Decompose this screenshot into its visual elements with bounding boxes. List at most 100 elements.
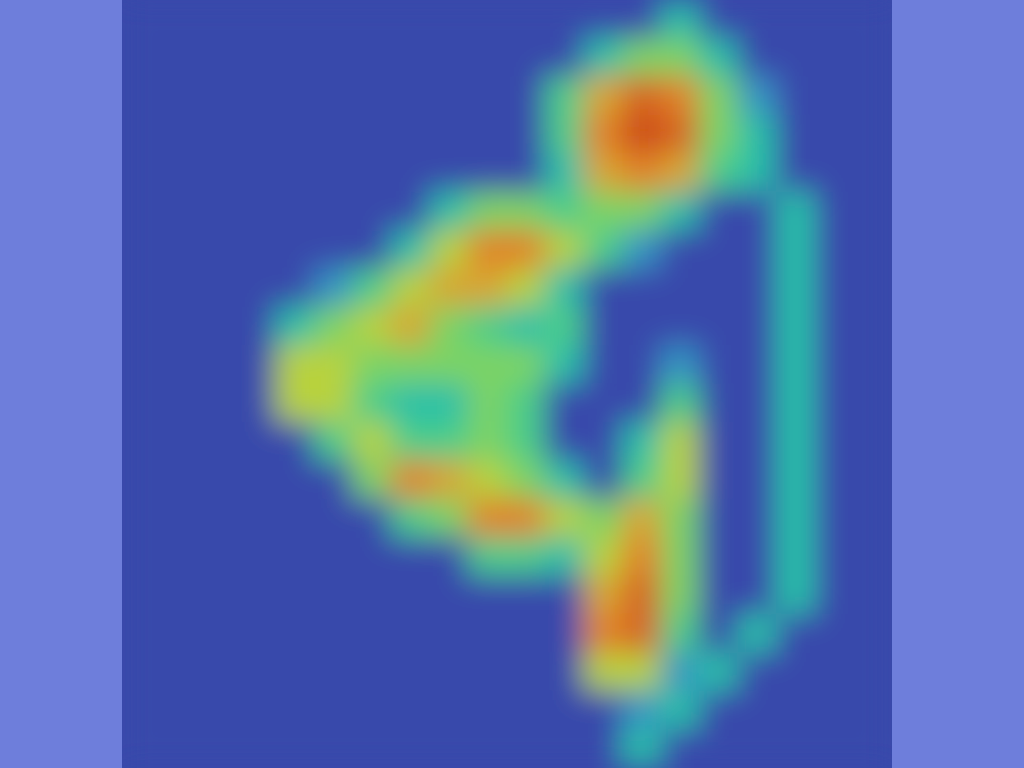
heat-cell [738,614,778,653]
heat-cell [776,153,816,192]
heat-cell [622,384,662,423]
heat-cell [699,652,739,691]
heat-cell [430,153,470,192]
heat-cell [738,115,778,154]
heat-cell [160,729,200,768]
heat-cell [314,499,354,538]
heat-cell [122,499,161,538]
heat-cell [545,576,585,615]
heat-cell [160,652,200,691]
heat-cell [391,614,431,653]
heat-cell [122,115,161,154]
heat-cell [199,0,239,39]
heat-cell [237,76,277,115]
heat-cell [853,38,892,77]
heat-cell [237,0,277,39]
heat-cell [545,76,585,115]
heat-cell [661,576,701,615]
heat-cell [776,38,816,77]
heat-cell [314,614,354,653]
heat-cell [622,115,662,154]
heat-cell [699,345,739,384]
heat-cell [122,384,161,423]
heat-cell [468,652,508,691]
heat-cell [468,0,508,39]
heat-cell [276,691,316,730]
heat-cell [237,499,277,538]
heat-cell [545,38,585,77]
heat-cell [738,230,778,269]
heat-cell [738,268,778,307]
heat-cell [468,115,508,154]
heat-cell [391,460,431,499]
heat-cell [122,691,161,730]
heat-cell [661,345,701,384]
heat-cell [353,614,393,653]
heat-cell [391,307,431,346]
heat-cell [545,192,585,231]
heat-cell [468,76,508,115]
heat-cell [584,691,624,730]
heat-cell [622,652,662,691]
heat-cell [353,345,393,384]
heat-cell [199,729,239,768]
heat-cell [199,307,239,346]
heat-cell [276,115,316,154]
heat-cell [776,691,816,730]
heat-cell [353,153,393,192]
heat-cell [314,230,354,269]
heat-cell [199,153,239,192]
heat-cell [815,0,855,39]
heat-cell [160,691,200,730]
heat-cell [776,652,816,691]
heat-cell [507,38,547,77]
heat-cell [776,614,816,653]
heat-cell [391,384,431,423]
heat-cell [391,729,431,768]
heat-cell [353,115,393,154]
heat-cell [661,76,701,115]
heatmap-chart [0,0,1024,768]
heat-cell [353,537,393,576]
heat-cell [776,460,816,499]
heat-cell [776,576,816,615]
heat-cell [545,729,585,768]
heat-cell [699,115,739,154]
heat-cell [545,307,585,346]
heat-cell [430,230,470,269]
heat-cell [391,652,431,691]
heat-cell [853,0,892,39]
heat-cell [815,153,855,192]
heat-cell [738,576,778,615]
heat-cell [353,268,393,307]
heat-cell [699,537,739,576]
heat-cell [815,460,855,499]
heat-cell [160,38,200,77]
heat-cell [353,230,393,269]
heat-cell [738,38,778,77]
heat-cell [391,576,431,615]
heat-cell [199,230,239,269]
heat-cell [314,384,354,423]
heat-cell [199,537,239,576]
heat-cell [584,460,624,499]
heat-cell [122,460,161,499]
heat-cell [776,76,816,115]
heat-cell [353,384,393,423]
heat-cell [699,230,739,269]
heat-cell [738,499,778,538]
heat-cell [391,499,431,538]
heat-cell [545,691,585,730]
heat-cell [699,460,739,499]
heat-cell [776,729,816,768]
heat-cell [853,499,892,538]
heat-cell [815,76,855,115]
heat-cell [815,268,855,307]
heat-cell [314,38,354,77]
heat-cell [584,115,624,154]
heat-cell [507,268,547,307]
heat-cell [661,384,701,423]
heat-cell [738,153,778,192]
heat-cell [661,153,701,192]
heat-cell [160,268,200,307]
